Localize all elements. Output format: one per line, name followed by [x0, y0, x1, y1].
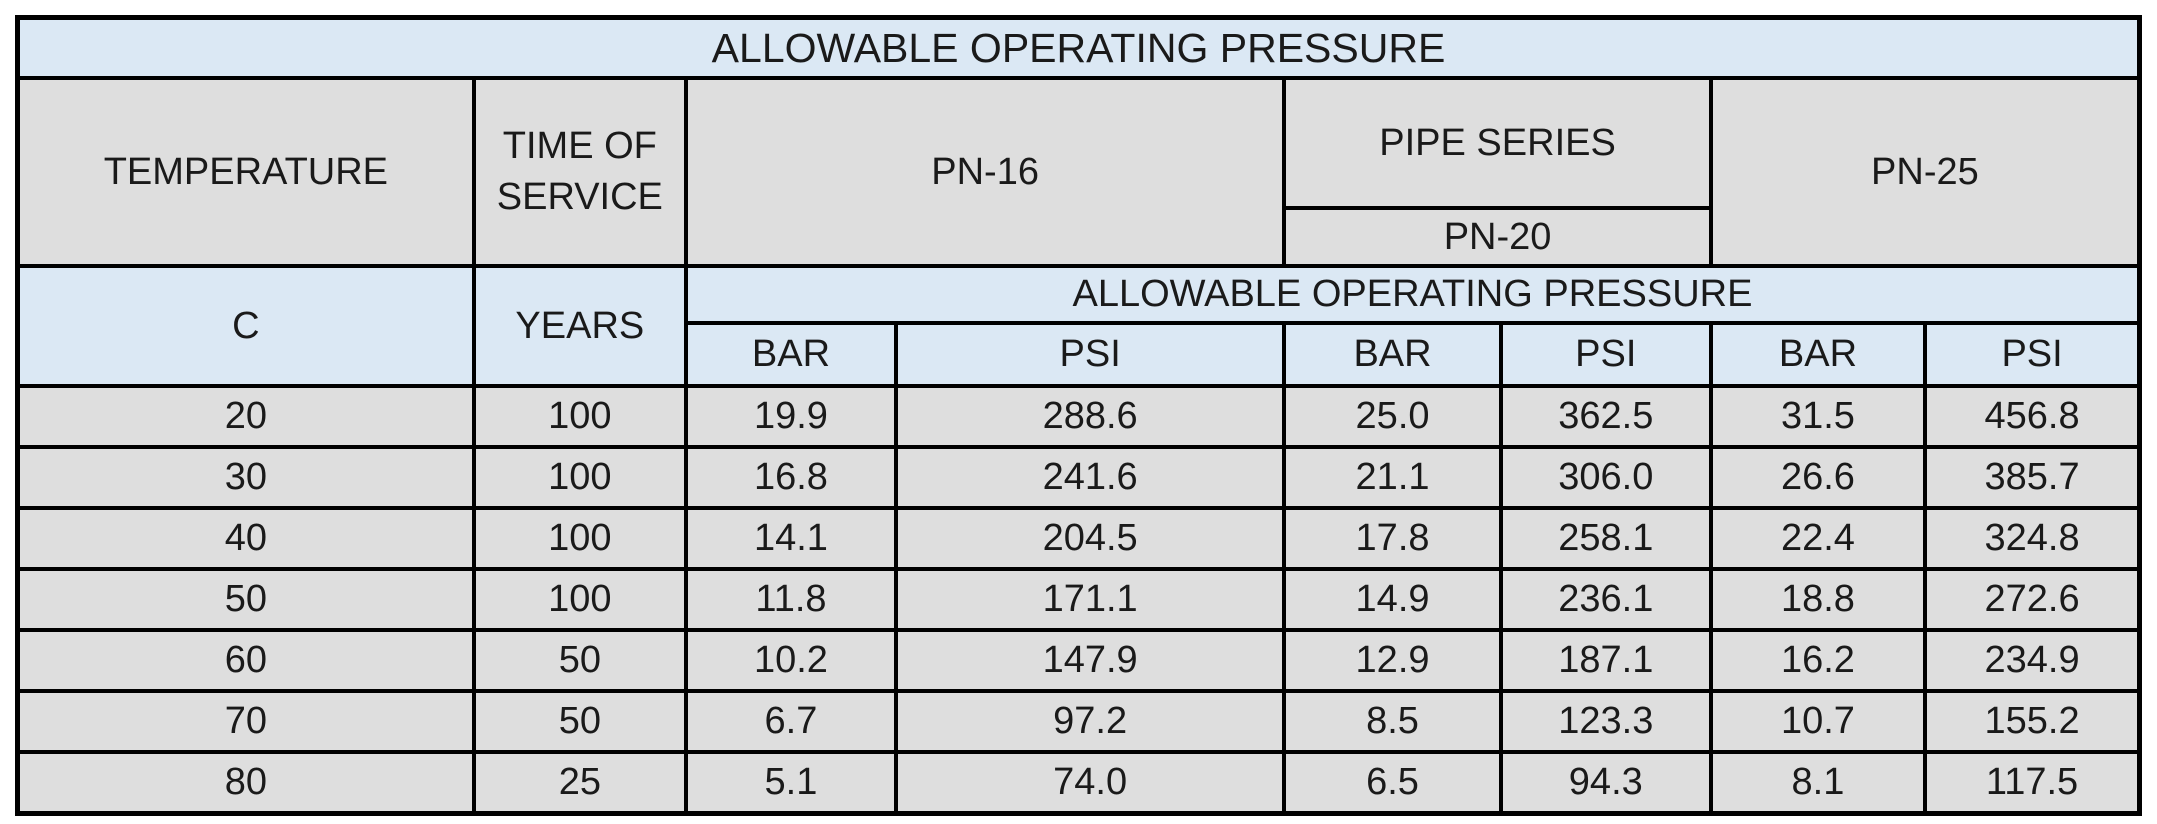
table-cell: 123.3: [1498, 689, 1713, 754]
table-cell: 155.2: [1923, 689, 2142, 754]
table-cell: 60: [15, 628, 476, 693]
table-cell: 22.4: [1708, 506, 1928, 571]
table-row: 60 50 10.2 147.9 12.9 187.1 16.2 234.9: [15, 628, 2142, 693]
pressure-table: ALLOWABLE OPERATING PRESSURE TEMPERATURE…: [15, 15, 2142, 816]
table-cell: 19.9: [683, 384, 898, 449]
table-cell: 258.1: [1498, 506, 1713, 571]
table-cell: 6.7: [683, 689, 898, 754]
table-row: C YEARS ALLOWABLE OPERATING PRESSURE: [15, 264, 2142, 388]
table-cell: 31.5: [1708, 384, 1928, 449]
header-time-of-service: TIME OF SERVICE: [471, 76, 688, 268]
table-cell: 50: [471, 628, 688, 693]
table-cell: 187.1: [1498, 628, 1713, 693]
table-cell: 97.2: [893, 689, 1287, 754]
table-cell: 74.0: [893, 750, 1287, 816]
table-cell: 456.8: [1923, 384, 2142, 449]
table-cell: 80: [15, 750, 476, 816]
table-cell: 11.8: [683, 567, 898, 632]
table-cell: 272.6: [1923, 567, 2142, 632]
table-cell: 288.6: [893, 384, 1287, 449]
table-row: 30 100 16.8 241.6 21.1 306.0 26.6 385.7: [15, 445, 2142, 510]
table-cell: 241.6: [893, 445, 1287, 510]
header-bar-pn20: BAR: [1282, 321, 1503, 388]
table-cell: 10.2: [683, 628, 898, 693]
table-cell: 20: [15, 384, 476, 449]
table-cell: 6.5: [1282, 750, 1503, 816]
table-cell: 5.1: [683, 750, 898, 816]
table-cell: 306.0: [1498, 445, 1713, 510]
table-cell: 362.5: [1498, 384, 1713, 449]
table-row: 50 100 11.8 171.1 14.9 236.1 18.8 272.6: [15, 567, 2142, 632]
table-row: 20 100 19.9 288.6 25.0 362.5 31.5 456.8: [15, 384, 2142, 449]
table-row: BAR PSI BAR PSI BAR PSI: [18, 321, 2142, 388]
header-psi-pn16: PSI: [893, 321, 1287, 388]
table-cell: 117.5: [1923, 750, 2142, 816]
table-cell: 18.8: [1708, 567, 1928, 632]
table-cell: 234.9: [1923, 628, 2142, 693]
table-cell: 14.9: [1282, 567, 1503, 632]
table-row: 70 50 6.7 97.2 8.5 123.3 10.7 155.2: [15, 689, 2142, 754]
table-row: TEMPERATURE TIME OF SERVICE PN-16 PIPE S…: [15, 76, 2142, 268]
header-pn20: PN-20: [1282, 206, 1713, 268]
table-row: ALLOWABLE OPERATING PRESSURE: [15, 15, 2142, 80]
table-cell: 8.1: [1708, 750, 1928, 816]
table-cell: 94.3: [1498, 750, 1713, 816]
table-cell: 100: [471, 445, 688, 510]
table-title: ALLOWABLE OPERATING PRESSURE: [15, 15, 2142, 80]
table-cell: 25: [471, 750, 688, 816]
table-cell: 30: [15, 445, 476, 510]
table-cell: 16.2: [1708, 628, 1928, 693]
table-cell: 171.1: [893, 567, 1287, 632]
table-cell: 12.9: [1282, 628, 1503, 693]
table-row: 80 25 5.1 74.0 6.5 94.3 8.1 117.5: [15, 750, 2142, 816]
header-psi-pn20: PSI: [1498, 321, 1713, 388]
table-row: 40 100 14.1 204.5 17.8 258.1 22.4 324.8: [15, 506, 2142, 571]
table-cell: 25.0: [1282, 384, 1503, 449]
table-cell: 100: [471, 384, 688, 449]
table-cell: 100: [471, 506, 688, 571]
header-time-unit: YEARS: [471, 264, 688, 388]
table-cell: 17.8: [1282, 506, 1503, 571]
header-temperature-unit: C: [15, 264, 476, 388]
table-cell: 100: [471, 567, 688, 632]
table-cell: 385.7: [1923, 445, 2142, 510]
header-pn16: PN-16: [683, 76, 1287, 268]
table-row: PN-20: [18, 206, 2140, 268]
header-psi-pn25: PSI: [1923, 321, 2142, 388]
table-cell: 50: [15, 567, 476, 632]
header-temperature: TEMPERATURE: [15, 76, 476, 268]
header-pipe-series: PIPE SERIES: [1282, 76, 1713, 210]
table-cell: 204.5: [893, 506, 1287, 571]
table-cell: 147.9: [893, 628, 1287, 693]
table-cell: 21.1: [1282, 445, 1503, 510]
table-cell: 16.8: [683, 445, 898, 510]
header-pressure-title: ALLOWABLE OPERATING PRESSURE: [683, 264, 2142, 325]
table-cell: 26.6: [1708, 445, 1928, 510]
header-bar-pn16: BAR: [683, 321, 898, 388]
header-bar-pn25: BAR: [1708, 321, 1928, 388]
header-pn25: PN-25: [1708, 76, 2142, 268]
table-cell: 14.1: [683, 506, 898, 571]
table-cell: 70: [15, 689, 476, 754]
table-cell: 8.5: [1282, 689, 1503, 754]
table-cell: 40: [15, 506, 476, 571]
table-cell: 324.8: [1923, 506, 2142, 571]
table-cell: 10.7: [1708, 689, 1928, 754]
table-cell: 236.1: [1498, 567, 1713, 632]
table-cell: 50: [471, 689, 688, 754]
